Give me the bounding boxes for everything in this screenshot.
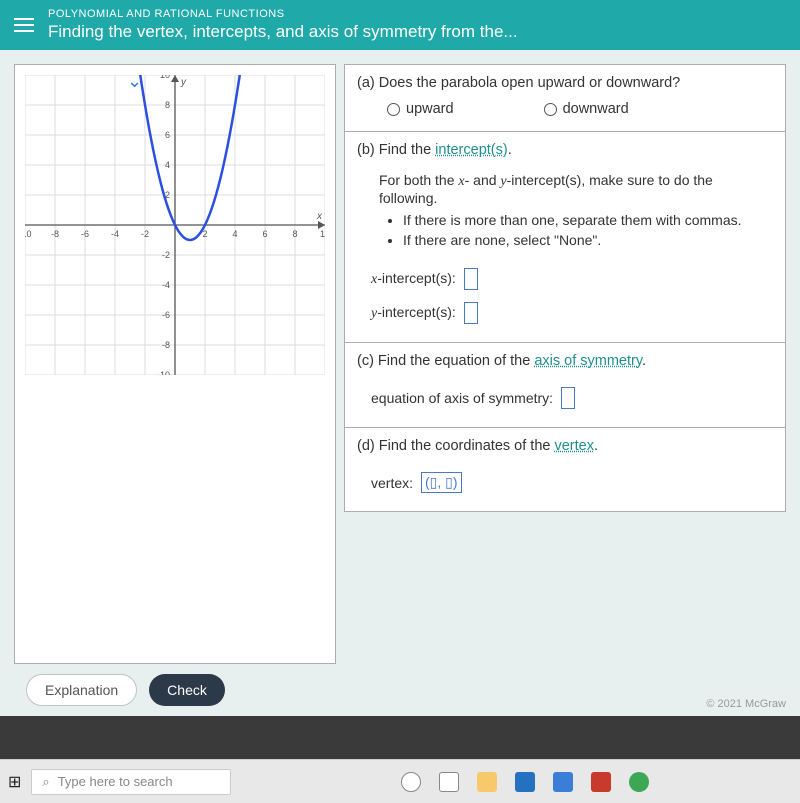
explorer-icon[interactable] — [477, 772, 497, 792]
svg-text:6: 6 — [262, 229, 267, 239]
mail-icon[interactable] — [553, 772, 573, 792]
svg-text:6: 6 — [165, 130, 170, 140]
svg-text:-4: -4 — [162, 280, 170, 290]
vertex-input[interactable]: (▯, ▯) — [421, 472, 462, 493]
task-view-icon[interactable] — [439, 772, 459, 792]
hamburger-menu-icon[interactable] — [14, 18, 34, 32]
question-c: (c) Find the equation of the axis of sym… — [345, 342, 785, 427]
axis-symmetry-link[interactable]: axis of symmetry — [534, 353, 642, 369]
app-header: POLYNOMIAL AND RATIONAL FUNCTIONS Findin… — [0, 0, 800, 50]
question-b-instructions: For both the x- and y-intercept(s), make… — [357, 168, 773, 260]
axis-label: equation of axis of symmetry: — [371, 390, 553, 406]
graph-panel: ⌄ -10-8-6-4-2246810108642-2-4-6-8-10xy — [14, 64, 336, 664]
svg-text:8: 8 — [292, 229, 297, 239]
radio-downward[interactable]: downward — [544, 101, 629, 117]
edge-icon[interactable] — [515, 772, 535, 792]
content-area: ⌄ -10-8-6-4-2246810108642-2-4-6-8-10xy (… — [0, 50, 800, 716]
header-category: POLYNOMIAL AND RATIONAL FUNCTIONS — [48, 8, 518, 20]
chrome-icon[interactable] — [629, 772, 649, 792]
question-b: (b) Find the intercept(s). For both the … — [345, 131, 785, 342]
question-d-prompt: (d) Find the coordinates of the vertex. — [357, 438, 773, 454]
svg-text:-8: -8 — [162, 340, 170, 350]
svg-text:10: 10 — [320, 229, 325, 239]
copyright-text: © 2021 McGraw — [706, 698, 786, 710]
y-intercept-input[interactable] — [464, 302, 478, 324]
question-d: (d) Find the coordinates of the vertex. … — [345, 427, 785, 511]
svg-text:10: 10 — [160, 75, 170, 80]
svg-text:-10: -10 — [157, 370, 170, 375]
svg-text:-4: -4 — [111, 229, 119, 239]
radio-upward[interactable]: upward — [387, 101, 454, 117]
search-icon: ⌕ — [42, 774, 49, 790]
radio-upward-label: upward — [406, 101, 454, 117]
vertex-link[interactable]: vertex — [554, 438, 594, 454]
svg-text:-2: -2 — [141, 229, 149, 239]
axis-symmetry-input[interactable] — [561, 387, 575, 409]
radio-icon — [387, 103, 400, 116]
svg-text:8: 8 — [165, 100, 170, 110]
parabola-graph: -10-8-6-4-2246810108642-2-4-6-8-10xy — [25, 75, 325, 375]
svg-text:4: 4 — [232, 229, 237, 239]
question-a-prompt: (a) Does the parabola open upward or dow… — [357, 75, 773, 91]
bullet-1: If there is more than one, separate them… — [403, 212, 761, 228]
svg-text:-6: -6 — [162, 310, 170, 320]
windows-taskbar: ⊞ ⌕ Type here to search — [0, 759, 800, 803]
check-button[interactable]: Check — [149, 674, 225, 706]
taskbar-search[interactable]: ⌕ Type here to search — [31, 769, 231, 795]
svg-text:-8: -8 — [51, 229, 59, 239]
question-a: (a) Does the parabola open upward or dow… — [345, 65, 785, 131]
intercepts-link[interactable]: intercept(s) — [435, 142, 508, 158]
svg-text:-2: -2 — [162, 250, 170, 260]
search-placeholder: Type here to search — [58, 774, 173, 789]
bullet-2: If there are none, select "None". — [403, 232, 761, 248]
buttons-row: Explanation Check — [26, 674, 786, 706]
answer-panel: (a) Does the parabola open upward or dow… — [344, 64, 786, 512]
windows-start-icon[interactable]: ⊞ — [8, 772, 21, 792]
cortana-icon[interactable] — [401, 772, 421, 792]
taskbar-icons — [401, 772, 649, 792]
svg-text:-10: -10 — [25, 229, 32, 239]
explanation-button[interactable]: Explanation — [26, 674, 137, 706]
radio-icon — [544, 103, 557, 116]
vertex-label: vertex: — [371, 475, 413, 491]
svg-text:x: x — [316, 211, 323, 222]
radio-downward-label: downward — [563, 101, 629, 117]
header-title: Finding the vertex, intercepts, and axis… — [48, 22, 518, 42]
svg-text:-6: -6 — [81, 229, 89, 239]
svg-text:y: y — [180, 77, 187, 88]
svg-text:4: 4 — [165, 160, 170, 170]
question-b-prompt: (b) Find the intercept(s). — [357, 142, 773, 158]
x-intercept-input[interactable] — [464, 268, 478, 290]
question-c-prompt: (c) Find the equation of the axis of sym… — [357, 353, 773, 369]
mcafee-icon[interactable] — [591, 772, 611, 792]
